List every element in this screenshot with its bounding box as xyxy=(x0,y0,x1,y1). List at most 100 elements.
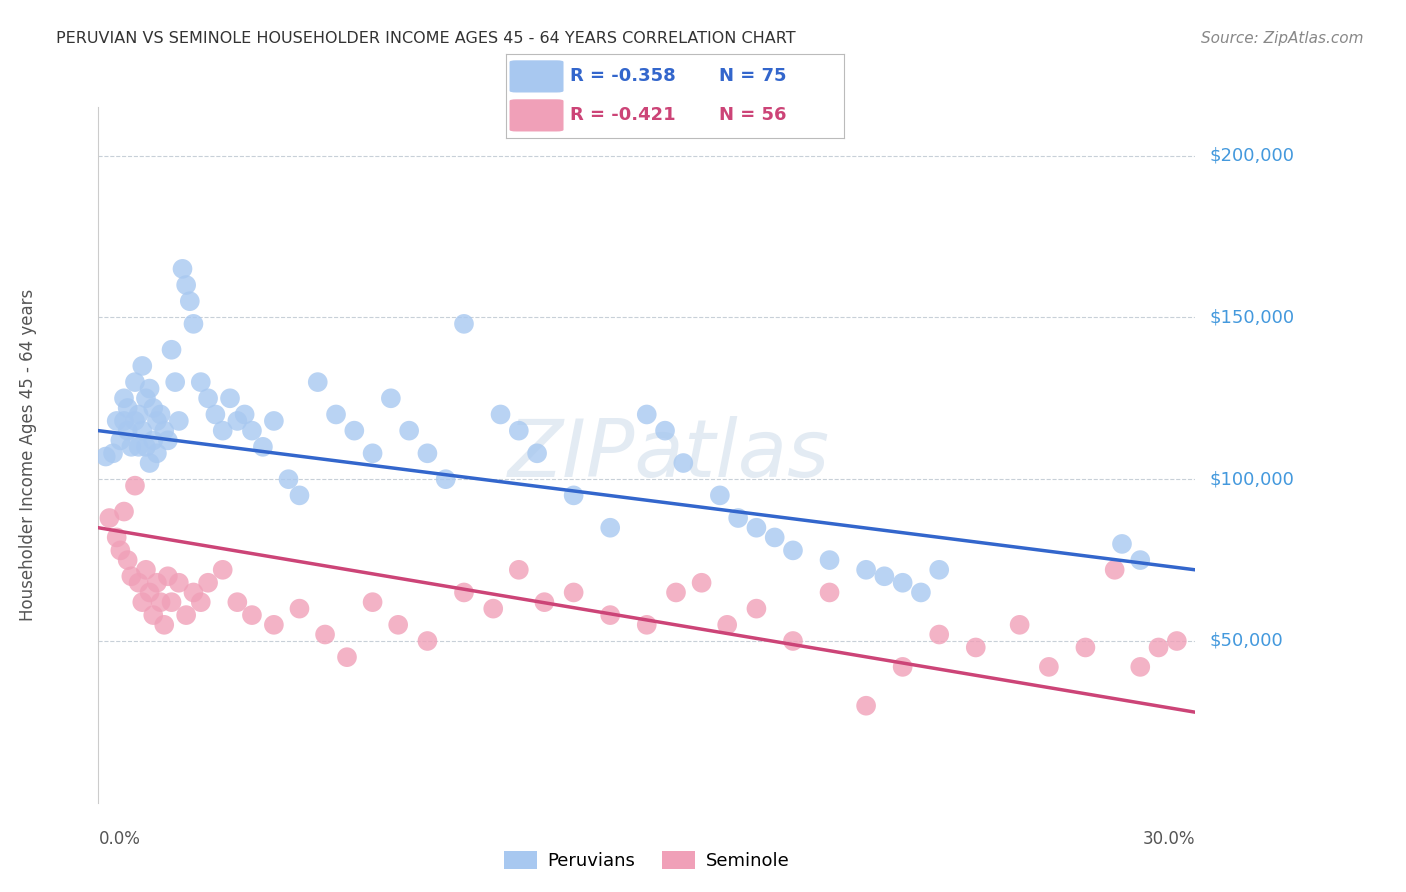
Point xyxy=(226,414,249,428)
Point xyxy=(117,401,139,415)
Point xyxy=(599,608,621,623)
Point xyxy=(361,446,384,460)
Point xyxy=(124,375,146,389)
Point xyxy=(105,531,128,545)
Point xyxy=(131,359,153,373)
Point xyxy=(482,601,505,615)
Point xyxy=(277,472,299,486)
Point xyxy=(665,585,688,599)
Point xyxy=(508,424,530,438)
Text: PERUVIAN VS SEMINOLE HOUSEHOLDER INCOME AGES 45 - 64 YEARS CORRELATION CHART: PERUVIAN VS SEMINOLE HOUSEHOLDER INCOME … xyxy=(56,31,796,46)
Point xyxy=(240,608,263,623)
Point xyxy=(453,317,475,331)
Text: 0.0%: 0.0% xyxy=(98,830,141,847)
Point xyxy=(135,563,157,577)
Point xyxy=(142,434,165,448)
Point xyxy=(138,382,160,396)
Point xyxy=(110,543,132,558)
Point xyxy=(174,278,197,293)
Point xyxy=(1147,640,1170,655)
Point xyxy=(855,698,877,713)
FancyBboxPatch shape xyxy=(509,99,564,131)
Point xyxy=(387,617,409,632)
Point xyxy=(112,414,135,428)
Point xyxy=(307,375,329,389)
Point xyxy=(128,575,150,590)
Point xyxy=(94,450,117,464)
Point xyxy=(131,595,153,609)
Point xyxy=(489,408,512,422)
Point xyxy=(508,563,530,577)
Point xyxy=(211,563,233,577)
Point xyxy=(1074,640,1097,655)
Point xyxy=(156,434,179,448)
Point xyxy=(672,456,695,470)
Point xyxy=(1008,617,1031,632)
Point xyxy=(146,575,169,590)
Point xyxy=(117,553,139,567)
Point xyxy=(263,617,285,632)
Point xyxy=(101,446,124,460)
Point xyxy=(138,585,160,599)
Point xyxy=(174,608,197,623)
Point xyxy=(654,424,676,438)
Point xyxy=(782,634,804,648)
Text: $100,000: $100,000 xyxy=(1209,470,1294,488)
Point xyxy=(142,401,165,415)
Point xyxy=(110,434,132,448)
Point xyxy=(146,414,169,428)
Point xyxy=(855,563,877,577)
Point xyxy=(149,595,172,609)
Point xyxy=(533,595,555,609)
Point xyxy=(219,392,242,406)
Text: $50,000: $50,000 xyxy=(1209,632,1282,650)
Point xyxy=(416,446,439,460)
Point xyxy=(128,440,150,454)
Point xyxy=(690,575,713,590)
Point xyxy=(891,575,914,590)
Point xyxy=(727,511,749,525)
Point xyxy=(120,569,142,583)
Point xyxy=(288,601,311,615)
Point xyxy=(112,504,135,518)
Point xyxy=(314,627,336,641)
Point xyxy=(211,424,233,438)
Point xyxy=(153,617,176,632)
Point xyxy=(1129,660,1152,674)
Point xyxy=(135,440,157,454)
Text: R = -0.358: R = -0.358 xyxy=(571,68,676,86)
Point xyxy=(928,563,950,577)
Point xyxy=(434,472,457,486)
Point xyxy=(763,531,786,545)
Point xyxy=(873,569,896,583)
Text: $200,000: $200,000 xyxy=(1209,146,1294,165)
Point xyxy=(636,408,658,422)
Point xyxy=(562,488,585,502)
Text: N = 56: N = 56 xyxy=(718,106,786,124)
Point xyxy=(131,424,153,438)
Point xyxy=(818,585,841,599)
Text: ZIPatlas: ZIPatlas xyxy=(508,416,830,494)
Point xyxy=(745,521,768,535)
Legend: Peruvians, Seminole: Peruvians, Seminole xyxy=(496,844,797,877)
Point xyxy=(1104,563,1126,577)
Point xyxy=(910,585,932,599)
Point xyxy=(167,575,190,590)
Point xyxy=(124,414,146,428)
Point xyxy=(782,543,804,558)
Point xyxy=(1129,553,1152,567)
Point xyxy=(204,408,226,422)
Point xyxy=(165,375,187,389)
Point xyxy=(398,424,420,438)
Point xyxy=(716,617,738,632)
Point xyxy=(190,375,212,389)
Point xyxy=(1166,634,1188,648)
Point xyxy=(1038,660,1060,674)
Point xyxy=(105,414,128,428)
Point xyxy=(928,627,950,641)
Point xyxy=(197,392,219,406)
Point xyxy=(965,640,987,655)
Point xyxy=(416,634,439,648)
Point xyxy=(120,440,142,454)
Point xyxy=(636,617,658,632)
